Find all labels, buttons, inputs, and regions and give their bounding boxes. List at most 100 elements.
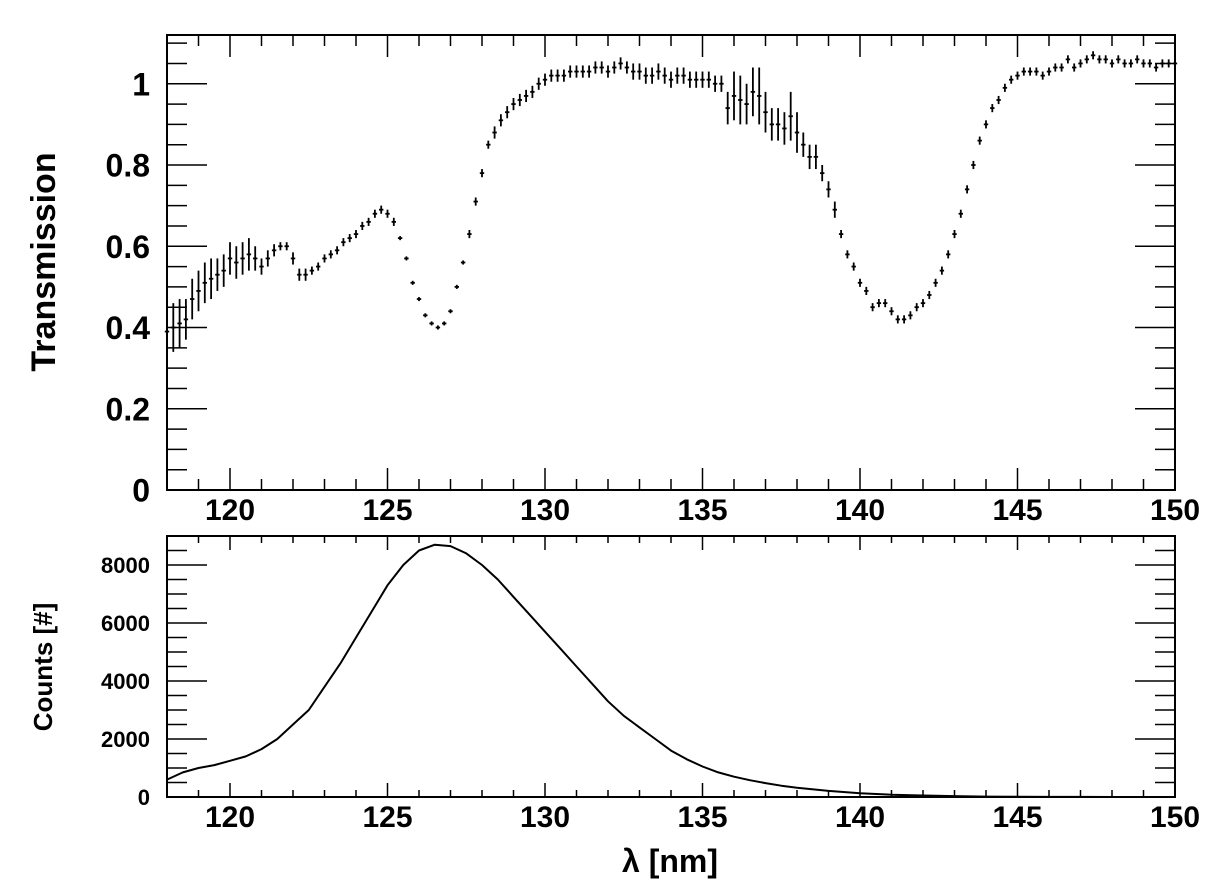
x-tick-label: 140 [835, 494, 885, 527]
data-point [977, 136, 982, 145]
data-point [612, 61, 617, 74]
x-tick-label: 130 [520, 494, 570, 527]
data-point [864, 286, 869, 295]
data-point [1128, 59, 1134, 68]
x-tick-label: 150 [1150, 801, 1200, 834]
data-point [920, 299, 926, 308]
data-point [183, 299, 189, 340]
data-point [366, 217, 371, 226]
data-point [662, 67, 667, 84]
data-point [1040, 71, 1045, 80]
data-point [290, 252, 296, 265]
y-tick-label: 0.6 [106, 229, 150, 265]
data-point [404, 256, 409, 261]
data-point [838, 230, 844, 239]
data-point [234, 246, 239, 279]
data-point [857, 278, 863, 287]
data-point [586, 65, 592, 78]
data-point [316, 262, 321, 271]
counts-panel: 120 125 130 135 140 145 150 0 2000 4000 6000 8000 [101, 535, 1200, 834]
data-point [416, 297, 422, 302]
data-point [555, 69, 560, 82]
data-point [309, 266, 315, 275]
data-point [328, 250, 333, 259]
data-point [971, 160, 976, 170]
y-tick-label: 0 [138, 785, 150, 810]
data-point [454, 284, 459, 289]
data-point [725, 91, 730, 125]
data-point [379, 205, 384, 214]
data-point [895, 315, 900, 324]
data-point [215, 258, 220, 291]
data-point [738, 75, 743, 125]
data-point [794, 112, 800, 153]
y-tick-label: 2000 [101, 727, 150, 752]
data-point [568, 65, 573, 78]
data-point [757, 67, 762, 125]
data-point [1046, 67, 1052, 76]
transmission-panel: 120 125 130 135 140 145 150 0 0.2 0.4 0.6 0.8 1 [106, 34, 1200, 527]
data-point [996, 95, 1001, 105]
data-point [429, 321, 434, 326]
x-tick-label: 150 [1150, 494, 1200, 527]
data-point [253, 246, 258, 271]
data-point [769, 108, 774, 141]
data-point [801, 132, 806, 157]
data-point [303, 268, 308, 281]
data-point [271, 244, 277, 257]
data-point [1015, 71, 1020, 80]
data-point [1002, 83, 1008, 92]
data-point [599, 61, 604, 74]
data-point [605, 65, 611, 78]
data-point [246, 238, 252, 271]
data-point [593, 61, 598, 74]
data-point [227, 242, 233, 275]
data-point [990, 104, 995, 113]
data-point [1103, 55, 1108, 64]
data-point [1153, 63, 1159, 72]
data-point [870, 303, 875, 312]
data-point [549, 69, 554, 82]
data-point [681, 67, 686, 84]
x-tick-label: 125 [362, 494, 412, 527]
data-point [908, 311, 913, 320]
wavelength-axis-title: λ [nm] [622, 843, 718, 879]
data-point [536, 77, 541, 90]
data-point [813, 144, 819, 170]
data-point [889, 307, 894, 316]
counts-series-line [166, 543, 1175, 798]
x-tick-label: 125 [362, 801, 412, 834]
data-point [580, 65, 585, 78]
x-tick-label: 135 [677, 494, 727, 527]
data-point [297, 268, 302, 281]
data-point [618, 57, 623, 70]
data-point [1065, 55, 1071, 64]
data-point [473, 197, 478, 206]
data-point [876, 299, 882, 308]
data-point [1053, 63, 1058, 72]
data-point [914, 303, 919, 312]
data-point [1021, 67, 1026, 76]
data-point [171, 303, 176, 352]
data-point [410, 280, 415, 285]
data-point [883, 299, 888, 308]
data-point [927, 290, 932, 300]
data-point [561, 69, 567, 82]
data-point [939, 266, 945, 275]
data-point [958, 209, 963, 218]
data-point [435, 325, 441, 330]
data-point [1090, 51, 1096, 60]
data-point [278, 242, 283, 251]
x-tick-label: 145 [992, 494, 1042, 527]
y-tick-label: 4000 [101, 669, 150, 694]
data-point [505, 106, 510, 119]
data-point [353, 230, 359, 239]
data-point [775, 108, 781, 141]
data-point [901, 315, 907, 324]
data-point [1097, 55, 1102, 64]
x-tick-label: 145 [992, 801, 1042, 834]
data-point [423, 313, 428, 318]
x-tick-label: 140 [835, 801, 885, 834]
x-tick-label: 130 [520, 801, 570, 834]
